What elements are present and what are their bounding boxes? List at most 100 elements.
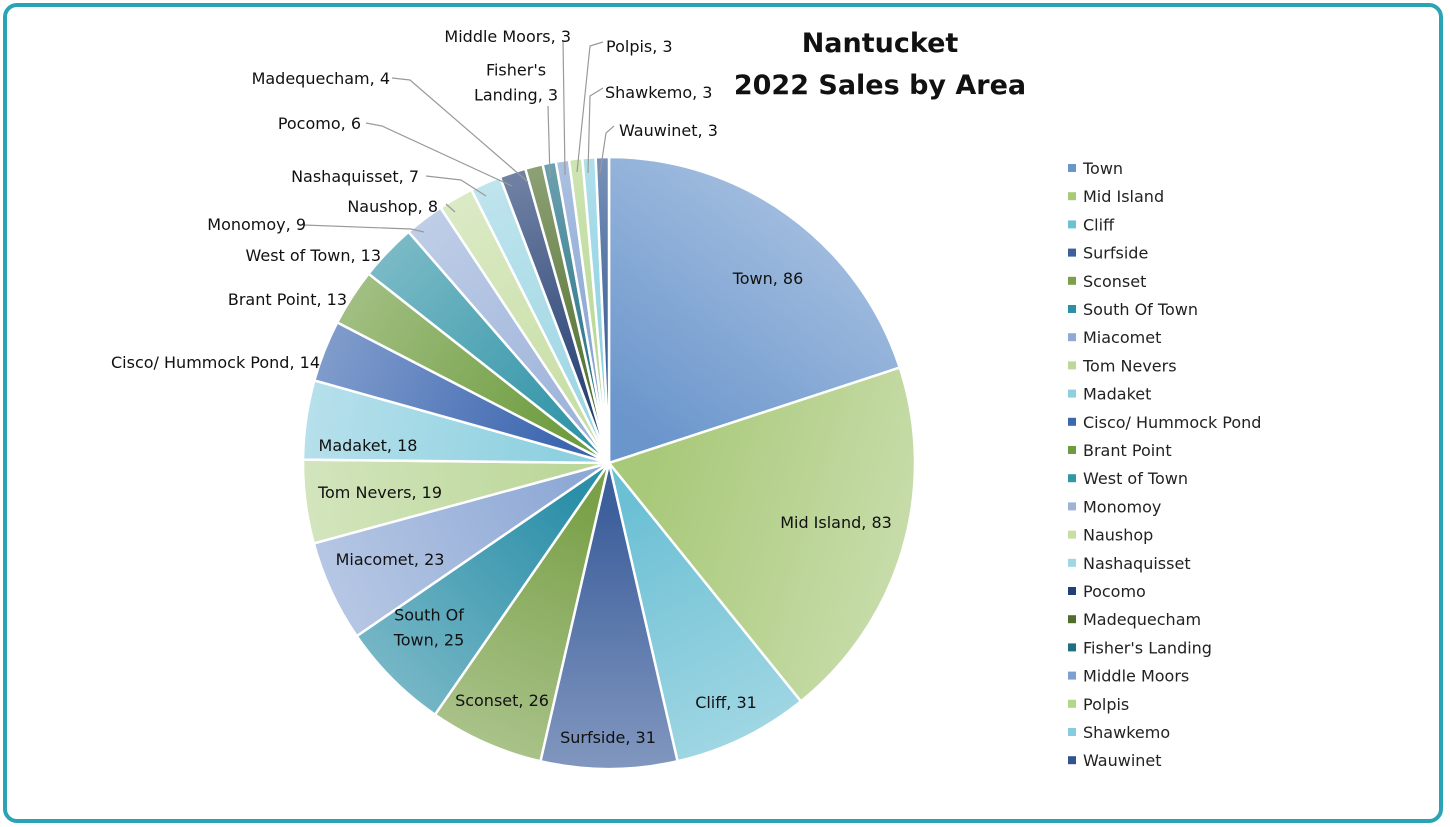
- legend-swatch-brant-point: [1068, 446, 1076, 454]
- legend-label-fisher-s-landing: Fisher's Landing: [1083, 638, 1212, 657]
- legend-swatch-naushop: [1068, 530, 1076, 539]
- legend-label-surfside: Surfside: [1083, 244, 1148, 263]
- leader-line-middle-moors: [562, 39, 566, 176]
- legend-swatch-fisher-s-landing: [1068, 643, 1076, 652]
- legend-swatch-shawkemo: [1068, 728, 1076, 736]
- data-label-middle-moors: Middle Moors, 3: [444, 27, 571, 46]
- legend-label-town: Town: [1082, 159, 1123, 178]
- data-label-pocomo: Pocomo, 6: [278, 114, 361, 133]
- legend-item-town: Town: [1068, 159, 1123, 178]
- leader-line-monomoy: [303, 224, 425, 233]
- data-label-polpis: Polpis, 3: [606, 37, 673, 56]
- legend-swatch-nashaquisset: [1068, 558, 1076, 567]
- legend-item-south-of-town: South Of Town: [1068, 300, 1198, 319]
- slice-labels: Town, 86 Mid Island, 83 Cliff, 31 Surfside,…: [111, 27, 892, 747]
- legend-label-cisco-hummock-pond: Cisco/ Hummock Pond: [1083, 413, 1261, 432]
- pie-slices: [301, 155, 917, 771]
- legend-item-madaket: Madaket: [1068, 385, 1151, 404]
- data-label-mid-island: Mid Island, 83: [780, 513, 892, 532]
- legend-swatch-pocomo: [1068, 587, 1076, 595]
- legend-swatch-wauwinet: [1068, 756, 1076, 765]
- legend-label-shawkemo: Shawkemo: [1083, 723, 1170, 742]
- legend-item-wauwinet: Wauwinet: [1068, 751, 1162, 770]
- chart-title-line-1: Nantucket: [802, 28, 959, 59]
- legend-label-polpis: Polpis: [1083, 695, 1129, 714]
- pie-slice-town: [607, 155, 902, 465]
- legend-label-brant-point: Brant Point: [1083, 441, 1172, 460]
- data-label-madequecham: Madequecham, 4: [252, 69, 390, 88]
- data-label-west-of-town: West of Town, 13: [245, 246, 381, 265]
- legend-label-cliff: Cliff: [1083, 215, 1115, 234]
- data-label-wauwinet: Wauwinet, 3: [619, 121, 718, 140]
- chart-title-line-2: 2022 Sales by Area: [734, 70, 1026, 101]
- legend-label-pocomo: Pocomo: [1083, 582, 1146, 601]
- legend-label-tom-nevers: Tom Nevers: [1082, 356, 1177, 375]
- legend: Town Mid Island Cliff Surfside Sconset South …: [1068, 159, 1261, 770]
- legend-swatch-south-of-town: [1068, 305, 1076, 313]
- pie-slice-surfside: [538, 462, 680, 771]
- legend-item-shawkemo: Shawkemo: [1068, 723, 1170, 742]
- legend-item-madequecham: Madequecham: [1068, 610, 1201, 629]
- legend-item-tom-nevers: Tom Nevers: [1068, 356, 1177, 375]
- data-label-town: Town, 86: [732, 269, 804, 288]
- pie-slice-mid-island: [606, 366, 917, 704]
- data-label-miacomet: Miacomet, 23: [336, 550, 445, 569]
- legend-swatch-mid-island: [1068, 192, 1076, 201]
- legend-item-mid-island: Mid Island: [1068, 187, 1164, 206]
- legend-swatch-tom-nevers: [1068, 361, 1076, 370]
- legend-swatch-sconset: [1068, 276, 1076, 285]
- legend-swatch-monomoy: [1068, 502, 1076, 511]
- legend-label-madequecham: Madequecham: [1083, 610, 1201, 629]
- leader-line-wauwinet: [599, 125, 615, 174]
- legend-item-middle-moors: Middle Moors: [1068, 667, 1189, 686]
- legend-swatch-middle-moors: [1068, 671, 1076, 680]
- legend-label-middle-moors: Middle Moors: [1083, 667, 1189, 686]
- leader-line-fisher-s-landing: [547, 105, 551, 179]
- legend-swatch-west-of-town: [1068, 474, 1076, 483]
- legend-item-pocomo: Pocomo: [1068, 582, 1146, 601]
- legend-item-cliff: Cliff: [1068, 215, 1115, 234]
- pie-slice-cliff: [607, 462, 803, 763]
- legend-swatch-madaket: [1068, 389, 1076, 398]
- legend-item-nashaquisset: Nashaquisset: [1068, 554, 1191, 573]
- legend-item-naushop: Naushop: [1068, 526, 1153, 545]
- legend-swatch-cliff: [1068, 220, 1076, 229]
- data-label-naushop: Naushop, 8: [347, 197, 438, 216]
- leader-line-pocomo: [365, 122, 513, 187]
- legend-label-mid-island: Mid Island: [1083, 187, 1164, 206]
- legend-label-nashaquisset: Nashaquisset: [1083, 554, 1191, 573]
- chart-title: Nantucket 2022 Sales by Area: [734, 28, 1026, 101]
- legend-item-west-of-town: West of Town: [1068, 469, 1188, 488]
- legend-label-miacomet: Miacomet: [1083, 328, 1161, 347]
- data-label-fisher-s-landing: Fisher's Landing, 3: [474, 61, 558, 105]
- leader-line-nashaquisset: [425, 175, 487, 197]
- legend-item-cisco-hummock-pond: Cisco/ Hummock Pond: [1068, 413, 1261, 432]
- legend-swatch-madequecham: [1068, 615, 1076, 624]
- legend-label-naushop: Naushop: [1083, 526, 1153, 545]
- legend-swatch-cisco-hummock-pond: [1068, 417, 1076, 426]
- legend-item-brant-point: Brant Point: [1068, 441, 1172, 460]
- legend-label-wauwinet: Wauwinet: [1083, 751, 1162, 770]
- legend-swatch-surfside: [1068, 248, 1076, 257]
- legend-label-madaket: Madaket: [1083, 385, 1151, 404]
- legend-item-sconset: Sconset: [1068, 272, 1146, 291]
- legend-swatch-polpis: [1068, 699, 1076, 708]
- data-label-madaket: Madaket, 18: [319, 436, 418, 455]
- legend-label-sconset: Sconset: [1083, 272, 1146, 291]
- legend-label-west-of-town: West of Town: [1083, 469, 1188, 488]
- legend-item-fisher-s-landing: Fisher's Landing: [1068, 638, 1212, 657]
- data-label-cliff: Cliff, 31: [695, 693, 757, 712]
- legend-swatch-town: [1068, 164, 1076, 172]
- legend-swatch-miacomet: [1068, 333, 1076, 342]
- leader-line-madequecham: [391, 77, 529, 183]
- data-label-cisco-hummock-pond: Cisco/ Hummock Pond, 14: [111, 353, 320, 372]
- legend-item-surfside: Surfside: [1068, 244, 1148, 263]
- data-label-brant-point: Brant Point, 13: [228, 290, 347, 309]
- data-label-nashaquisset: Nashaquisset, 7: [291, 167, 419, 186]
- legend-item-miacomet: Miacomet: [1068, 328, 1161, 347]
- leader-line-shawkemo: [587, 87, 604, 174]
- data-label-surfside: Surfside, 31: [560, 728, 656, 747]
- legend-item-polpis: Polpis: [1068, 695, 1129, 714]
- leader-line-polpis: [576, 41, 604, 173]
